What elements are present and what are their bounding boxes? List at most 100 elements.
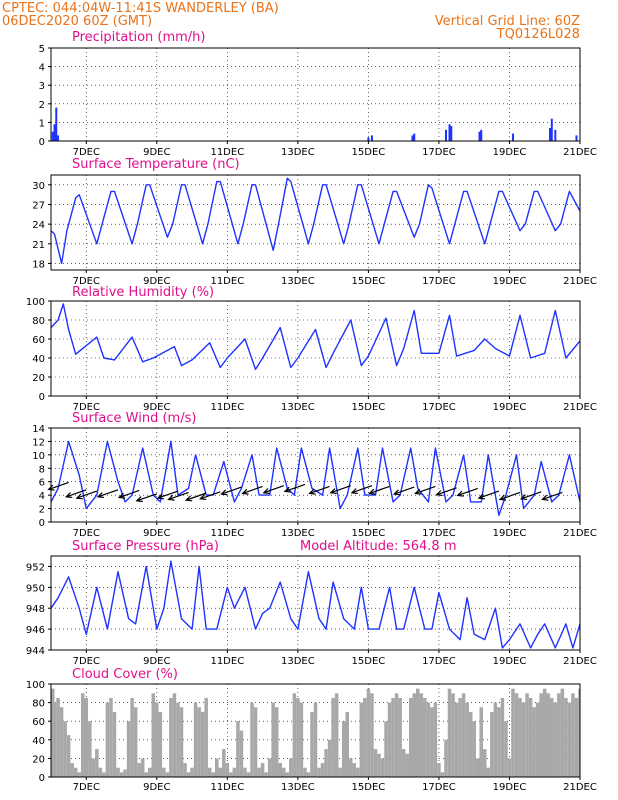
cloud-cover-bar <box>486 767 491 777</box>
humidity-frame <box>50 300 581 397</box>
cloud-cover-bar <box>504 721 508 777</box>
precipitation-ytick-label: 1 <box>39 118 45 129</box>
cloud-cover-bar <box>405 753 409 777</box>
cloud-cover-bar <box>359 702 364 777</box>
cloud-cover-bar <box>497 707 501 777</box>
humidity-xtick-label: 19DEC <box>493 402 527 413</box>
cloud-cover-bar <box>218 767 223 777</box>
wind-arrow-head <box>308 488 316 495</box>
cloud-cover-bar <box>525 693 529 777</box>
wind-xtick-label: 11DEC <box>210 528 244 539</box>
cloud-cover-bar <box>232 767 237 777</box>
pressure-xtick-label: 13DEC <box>281 656 315 667</box>
wind-line <box>50 440 581 516</box>
humidity-title: Relative Humidity (%) <box>72 285 214 300</box>
cloud-cover-bar <box>391 697 395 777</box>
cloud-cover-bar <box>419 693 424 777</box>
cloud-cover-bar <box>338 767 342 777</box>
cloud-cover-bar <box>535 702 540 777</box>
wind-arrow-head <box>477 493 485 500</box>
wind-arrow <box>118 489 140 499</box>
humidity-xtick-label: 17DEC <box>422 402 456 413</box>
cloud-cover-bar <box>349 758 353 777</box>
cloud-cover-bar <box>98 767 103 777</box>
cloud-cover-bar <box>571 693 575 777</box>
humidity-panel: Relative Humidity (%) 0 20 40 60 80 100 7DEC 9DE… <box>26 285 597 413</box>
wind-arrow <box>136 493 157 502</box>
cloud-cover-bar <box>116 767 120 777</box>
cloud-cover-bar <box>267 758 272 777</box>
precipitation-ytick-label: 3 <box>39 81 45 92</box>
temperature-xtick-label: 21DEC <box>563 276 597 287</box>
cloud-cover-bar <box>211 772 215 777</box>
cloud-cover-bar <box>250 702 254 777</box>
wind-ytick-label: 2 <box>39 505 45 516</box>
cloud-cover-bar <box>105 702 110 777</box>
wind-arrow <box>436 487 457 496</box>
wind-arrow-head <box>435 490 443 497</box>
pressure-ytick-label: 946 <box>26 625 45 636</box>
precipitation-bar <box>53 124 56 141</box>
cloud-cover-bar <box>507 758 512 777</box>
precipitation-bar <box>511 133 514 141</box>
wind-arrow <box>200 491 221 500</box>
cloud-cover-bar <box>137 763 141 777</box>
precipitation-ytick-label: 4 <box>39 63 45 74</box>
precipitation-bar <box>370 135 373 141</box>
cloud-cover-bar <box>528 697 533 777</box>
cloud-cover-bar <box>539 693 543 777</box>
cloud-cover-bar <box>229 772 233 777</box>
cloud-cover-bar <box>564 697 568 777</box>
cloud-cover-bar <box>440 772 445 777</box>
cloud-cover-bar <box>151 693 156 777</box>
precipitation-bar <box>55 107 58 141</box>
humidity-ytick-label: 20 <box>32 373 45 384</box>
wind-arrow <box>394 486 415 495</box>
cloud-cover-bar <box>458 697 462 777</box>
cloud-cover-bar <box>289 758 293 777</box>
wind-arrow-head <box>350 488 358 495</box>
wind-arrow-head <box>498 494 507 501</box>
cloud-cover-bar <box>493 702 498 777</box>
cloud-cover-bar <box>324 749 328 777</box>
cloud-cover-bar <box>126 721 131 777</box>
cloud-cover-bar <box>66 735 71 777</box>
wind-arrow-head <box>135 496 143 503</box>
wind-ytick-label: 10 <box>32 451 45 462</box>
cloud-cover-bar <box>454 702 459 777</box>
cloud-cover-xtick-label: 15DEC <box>352 782 386 793</box>
precipitation-bar <box>444 129 447 141</box>
cloud-cover-bar <box>345 711 350 777</box>
wind-arrow <box>168 491 189 501</box>
humidity-xtick-label: 11DEC <box>210 402 244 413</box>
precipitation-bar <box>411 135 414 141</box>
cloud-cover-bar <box>102 772 106 777</box>
cloud-cover-bar <box>310 711 314 777</box>
wind-arrow <box>521 491 542 500</box>
cloud-cover-xtick-label: 13DEC <box>281 782 315 793</box>
pressure-panel: Surface Pressure (hPa) Model Altitude: 56… <box>26 539 597 667</box>
wind-arrow <box>309 485 330 494</box>
cloud-cover-bar <box>317 767 321 777</box>
model-altitude-label: Model Altitude: 564.8 m <box>300 539 457 554</box>
cloud-cover-bar <box>59 707 64 777</box>
cloud-cover-bar <box>320 763 325 777</box>
cloud-cover-bar <box>271 702 275 777</box>
cloud-cover-bar <box>239 730 244 777</box>
precipitation-xtick-label: 7DEC <box>73 147 100 158</box>
pressure-ytick-label: 948 <box>26 604 45 615</box>
cloud-cover-bar <box>373 749 378 777</box>
wind-arrow <box>284 483 306 492</box>
cloud-cover-bar <box>514 693 519 777</box>
cloud-cover-bar <box>123 769 127 777</box>
cloud-cover-bar <box>331 697 335 777</box>
cloud-cover-bar <box>200 711 205 777</box>
pressure-ytick-label: 950 <box>26 583 45 594</box>
pressure-xtick-label: 17DEC <box>422 656 456 667</box>
pressure-title: Surface Pressure (hPa) <box>72 539 219 554</box>
wind-arrow <box>369 485 390 494</box>
cloud-cover-xtick-label: 7DEC <box>73 782 100 793</box>
temperature-xtick-label: 15DEC <box>352 276 386 287</box>
humidity-xtick-label: 21DEC <box>563 402 597 413</box>
